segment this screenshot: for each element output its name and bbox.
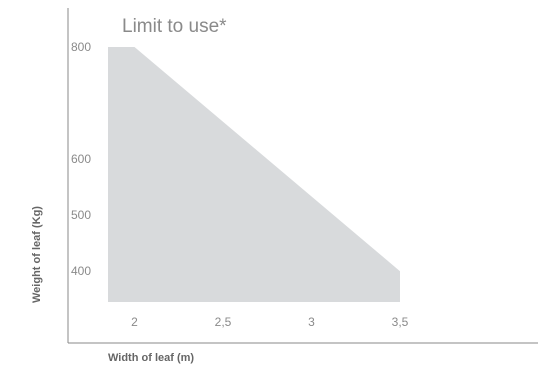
y-axis-label: Weight of leaf (Kg) [31, 206, 43, 303]
x-axis-label: Width of leaf (m) [108, 352, 194, 364]
y-tick-label: 600 [71, 152, 91, 166]
x-tick-label: 2,5 [215, 315, 232, 329]
x-tick-label: 3 [308, 315, 315, 329]
x-tick-label: 2 [131, 315, 138, 329]
chart-title: Limit to use* [122, 16, 227, 37]
y-tick-label: 400 [71, 264, 91, 278]
area-layer [108, 47, 400, 302]
x-tick-labels: 2 2,5 3 3,5 [131, 315, 409, 329]
y-tick-label: 800 [71, 40, 91, 54]
x-tick-label: 3,5 [392, 315, 409, 329]
y-tick-labels: 400 500 600 800 [71, 40, 91, 278]
usage-limit-area [108, 47, 400, 302]
y-tick-label: 500 [71, 208, 91, 222]
